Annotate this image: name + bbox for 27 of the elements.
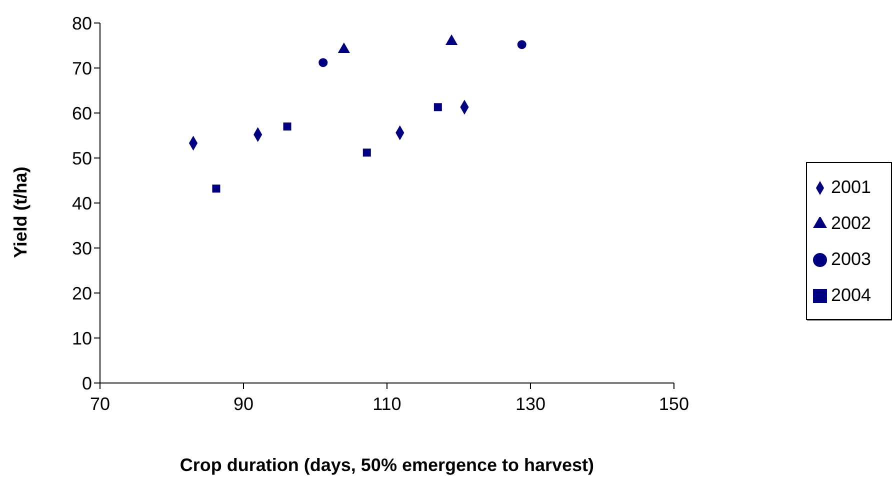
point: [212, 184, 220, 193]
y-tick-label: 10: [72, 328, 92, 348]
y-tick-label: 30: [72, 238, 92, 258]
legend-label: 2001: [830, 176, 871, 196]
point: [318, 58, 328, 68]
x-tick-label: 90: [233, 394, 254, 414]
legend-label: 2004: [830, 284, 871, 304]
point: [338, 42, 350, 54]
point: [517, 40, 526, 50]
legend-label: 2003: [830, 248, 871, 268]
x-tick-label: 70: [90, 394, 110, 414]
point: [362, 148, 371, 157]
point: [283, 122, 292, 130]
x-tick-label: 110: [372, 394, 402, 414]
x-tick-label: 150: [658, 394, 689, 414]
y-tick-label: 80: [72, 13, 92, 34]
x-tick-label: 130: [515, 394, 546, 414]
y-tick-label: 40: [72, 193, 92, 214]
y-axis-title: Yield (t/ha): [10, 166, 30, 258]
y-tick-label: 0: [82, 373, 92, 394]
x-axis-title: Crop duration (days, 50% emergence to harvest): [180, 455, 594, 475]
y-tick-label: 50: [72, 148, 92, 168]
y-tick-label: 20: [72, 283, 92, 304]
y-tick-label: 70: [72, 58, 92, 78]
legend-label: 2002: [830, 212, 871, 232]
point: [434, 103, 442, 112]
y-tick-label: 60: [72, 103, 92, 124]
